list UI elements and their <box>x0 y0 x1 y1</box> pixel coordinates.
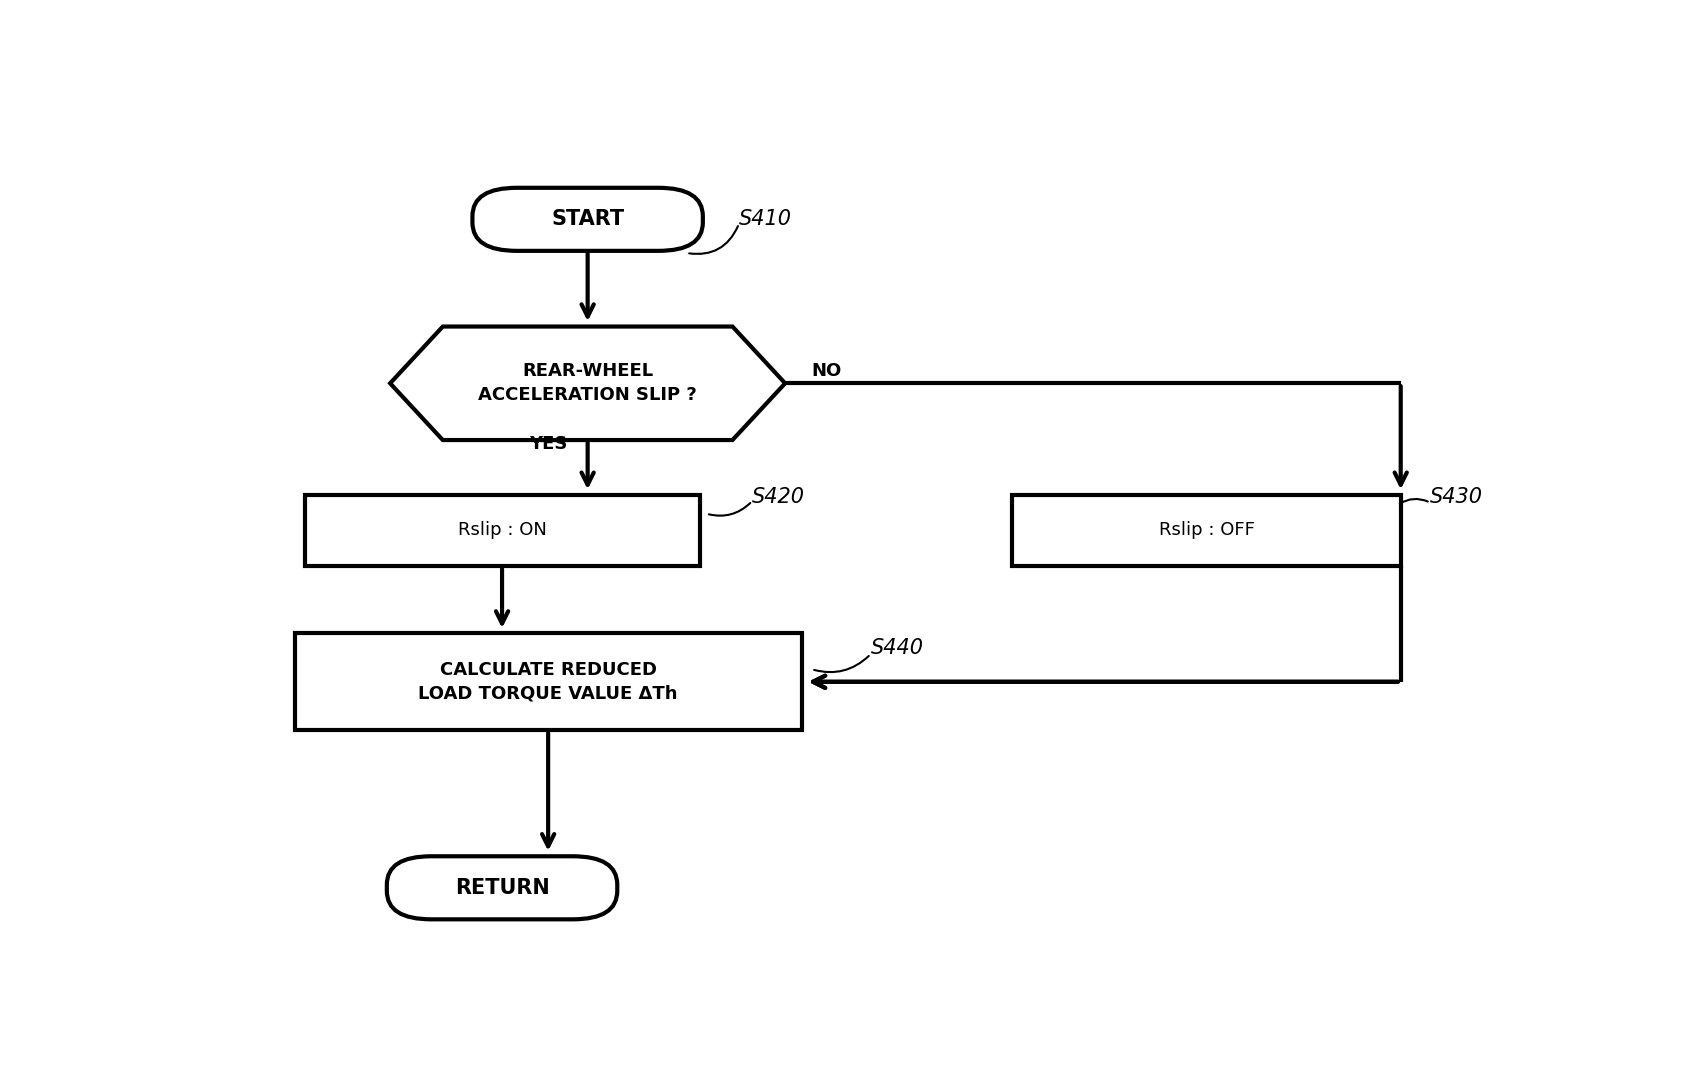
Text: Rslip : OFF: Rslip : OFF <box>1158 522 1253 539</box>
Bar <box>294 633 801 731</box>
Bar <box>1012 495 1399 566</box>
Text: YES: YES <box>528 435 567 453</box>
Bar <box>304 495 700 566</box>
Text: REAR-WHEEL
ACCELERATION SLIP ?: REAR-WHEEL ACCELERATION SLIP ? <box>477 363 696 404</box>
Text: S430: S430 <box>1430 487 1482 507</box>
Text: START: START <box>550 210 623 229</box>
Text: Rslip : ON: Rslip : ON <box>457 522 547 539</box>
Text: NO: NO <box>812 361 841 380</box>
Text: S440: S440 <box>871 638 924 658</box>
FancyBboxPatch shape <box>472 188 703 251</box>
FancyBboxPatch shape <box>387 856 616 919</box>
Text: CALCULATE REDUCED
LOAD TORQUE VALUE ΔTh: CALCULATE REDUCED LOAD TORQUE VALUE ΔTh <box>418 661 678 702</box>
Polygon shape <box>391 327 784 440</box>
Text: S420: S420 <box>752 487 805 507</box>
Text: S410: S410 <box>739 210 791 229</box>
Text: RETURN: RETURN <box>455 878 548 898</box>
